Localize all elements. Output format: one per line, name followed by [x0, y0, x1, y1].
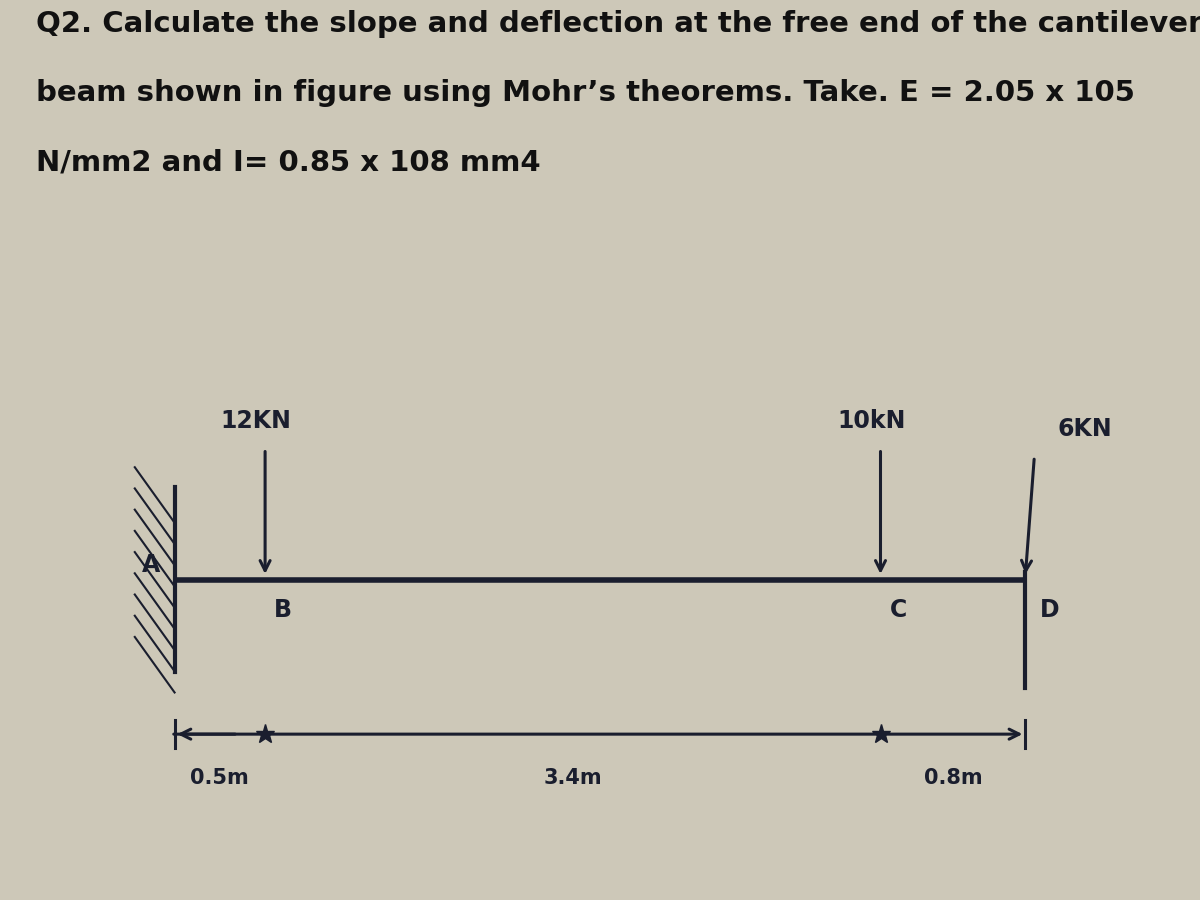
- Text: 12KN: 12KN: [221, 410, 292, 433]
- Text: B: B: [274, 598, 292, 623]
- Text: A: A: [142, 553, 160, 577]
- Text: beam shown in figure using Mohr’s theorems. Take. E = 2.05 x 105: beam shown in figure using Mohr’s theore…: [36, 79, 1135, 107]
- Text: 10kN: 10kN: [838, 410, 906, 433]
- Text: 0.5m: 0.5m: [191, 768, 250, 788]
- Text: N/mm2 and I= 0.85 x 108 mm4: N/mm2 and I= 0.85 x 108 mm4: [36, 148, 541, 176]
- Text: Q2. Calculate the slope and deflection at the free end of the cantilever: Q2. Calculate the slope and deflection a…: [36, 10, 1200, 38]
- Text: C: C: [889, 598, 907, 623]
- Text: 6KN: 6KN: [1058, 417, 1112, 441]
- Text: 3.4m: 3.4m: [544, 768, 602, 788]
- Text: D: D: [1039, 598, 1060, 623]
- Text: 0.8m: 0.8m: [924, 768, 983, 788]
